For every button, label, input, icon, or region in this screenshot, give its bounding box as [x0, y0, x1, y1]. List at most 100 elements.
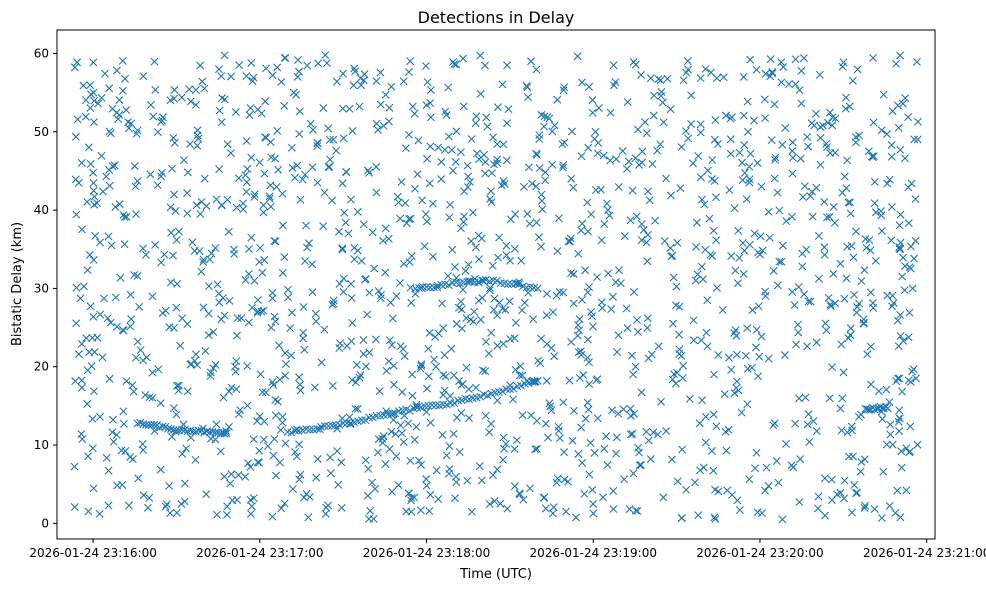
track-3-point [504, 280, 513, 289]
clutter-point [207, 249, 216, 258]
clutter-point [280, 101, 289, 110]
clutter-point [401, 199, 410, 208]
clutter-point [225, 387, 234, 396]
track-3-point [418, 282, 427, 291]
clutter-point [828, 363, 837, 372]
clutter-point [823, 118, 832, 127]
clutter-point [727, 113, 736, 122]
clutter-point [363, 310, 372, 319]
clutter-point [481, 169, 490, 178]
clutter-point [911, 236, 920, 245]
clutter-point [423, 154, 431, 163]
clutter-point [392, 452, 401, 461]
clutter-point [659, 493, 668, 502]
clutter-point [339, 287, 348, 296]
clutter-point [373, 448, 382, 457]
clutter-point [740, 141, 749, 149]
clutter-point [622, 164, 631, 173]
clutter-point [585, 283, 594, 292]
clutter-point [826, 149, 835, 158]
clutter-point [413, 170, 422, 179]
clutter-point [422, 101, 431, 110]
clutter-point [894, 342, 903, 351]
clutter-point [301, 170, 310, 179]
clutter-point [639, 225, 648, 234]
clutter-point [365, 288, 374, 297]
clutter-point [643, 230, 652, 239]
clutter-point [386, 298, 395, 307]
clutter-point [550, 352, 559, 361]
clutter-point [501, 439, 510, 448]
clutter-point [837, 426, 846, 435]
clutter-point [673, 477, 682, 486]
clutter-point [718, 306, 727, 315]
clutter-point [851, 227, 860, 236]
clutter-point [352, 360, 361, 369]
track-2-point [450, 399, 459, 408]
clutter-point [788, 138, 797, 147]
clutter-point [870, 505, 879, 514]
clutter-point [424, 372, 433, 381]
clutter-point [192, 201, 201, 210]
clutter-point [142, 353, 151, 362]
clutter-point [559, 288, 568, 297]
clutter-point [245, 111, 254, 120]
clutter-point [201, 346, 210, 355]
clutter-point [176, 341, 185, 350]
clutter-point [483, 122, 492, 131]
clutter-point [643, 257, 652, 266]
clutter-point [752, 448, 761, 457]
clutter-point [398, 429, 406, 438]
clutter-point [338, 245, 347, 254]
clutter-point [895, 406, 904, 415]
clutter-point [775, 257, 784, 266]
clutter-point [215, 165, 224, 174]
clutter-point [350, 64, 359, 73]
clutter-point [278, 268, 287, 277]
clutter-point [537, 242, 546, 251]
clutter-point [804, 410, 813, 419]
clutter-point [134, 474, 143, 483]
clutter-point [876, 207, 885, 216]
clutter-point [379, 236, 388, 245]
clutter-point [304, 239, 313, 248]
clutter-point [206, 434, 215, 443]
clutter-point [426, 418, 435, 427]
clutter-point [455, 448, 464, 456]
clutter-point [244, 459, 253, 468]
clutter-point [119, 419, 128, 428]
clutter-point [812, 427, 821, 436]
clutter-point [791, 80, 800, 89]
track-2-point [446, 399, 455, 408]
clutter-point [562, 507, 571, 516]
clutter-point [694, 511, 703, 520]
clutter-point [824, 293, 833, 302]
clutter-point [467, 507, 476, 516]
clutter-point [97, 93, 106, 102]
clutter-point [701, 245, 710, 254]
clutter-point [451, 494, 460, 503]
clutter-point [711, 515, 720, 524]
clutter-point [828, 121, 837, 130]
clutter-point [895, 414, 904, 423]
clutter-point [250, 192, 259, 201]
clutter-point [612, 155, 621, 164]
clutter-point [145, 393, 154, 402]
clutter-point [628, 429, 637, 438]
track-2-point [509, 384, 518, 393]
clutter-point [780, 351, 789, 360]
clutter-point [620, 475, 629, 484]
clutter-point [642, 238, 651, 247]
clutter-point [900, 154, 909, 163]
clutter-point [516, 362, 525, 371]
clutter-point [322, 59, 331, 68]
clutter-point [268, 378, 277, 387]
clutter-point [105, 374, 114, 383]
clutter-point [242, 187, 251, 196]
clutter-point [346, 195, 355, 204]
clutter-point [770, 174, 779, 183]
clutter-point [156, 465, 165, 474]
clutter-point [280, 253, 289, 262]
clutter-point [313, 178, 322, 187]
clutter-point [415, 456, 424, 465]
